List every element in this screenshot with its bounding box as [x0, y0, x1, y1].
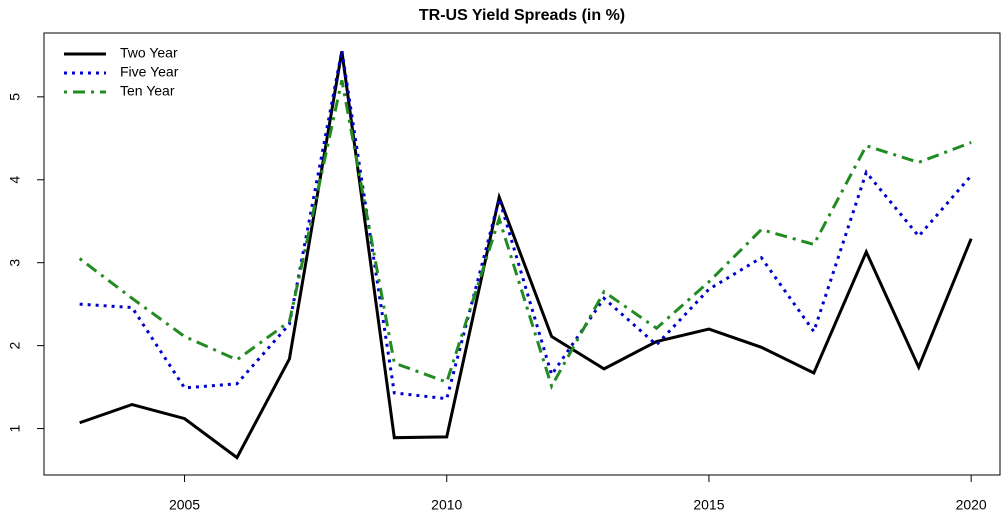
y-tick-label: 1: [7, 424, 23, 432]
series-line: [79, 50, 973, 401]
series-line: [78, 79, 972, 391]
series-line: [79, 50, 973, 460]
x-tick-label: 2010: [431, 497, 462, 513]
plot-box: [43, 32, 1001, 476]
y-tick-label: 2: [7, 342, 23, 350]
legend-label: Five Year: [120, 64, 179, 80]
x-tick-label: 2005: [169, 497, 200, 513]
chart-title: TR-US Yield Spreads (in %): [419, 7, 625, 24]
x-tick-label: 2015: [693, 497, 724, 513]
y-tick-label: 4: [7, 176, 23, 184]
legend-label: Ten Year: [120, 83, 175, 99]
legend-label: Two Year: [120, 45, 178, 61]
y-tick-label: 3: [7, 259, 23, 267]
x-tick-label: 2020: [956, 497, 987, 513]
y-tick-label: 5: [7, 93, 23, 101]
